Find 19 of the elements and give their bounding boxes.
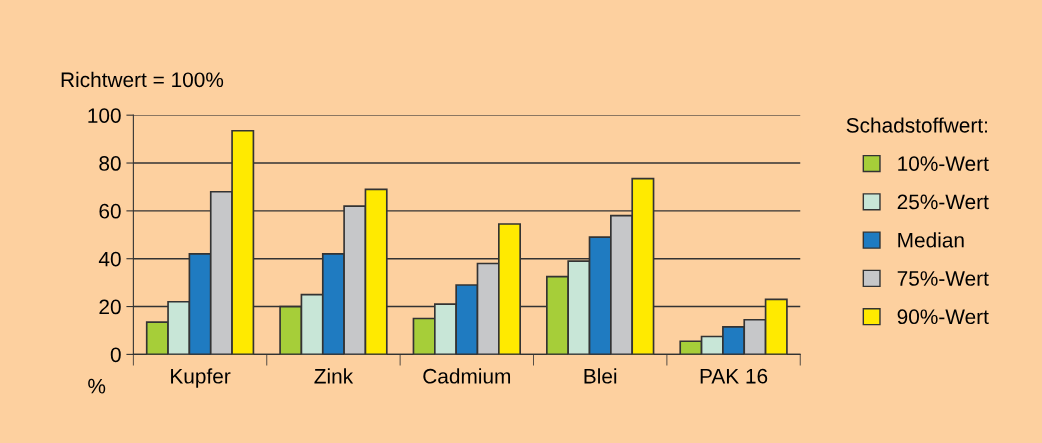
legend-label: Median (898, 232, 964, 248)
y-tick-label: 40 (98, 251, 121, 267)
legend-label: 75%-Wert (897, 271, 989, 286)
x-tick-label: Cadmium (423, 368, 511, 384)
x-tick-label: PAK 16 (700, 368, 768, 384)
legend-title: Schadstoffwert: (846, 117, 987, 133)
legend-label: 25%-Wert (897, 194, 989, 210)
x-tick-label: Kupfer (171, 368, 231, 388)
text: % (88, 378, 106, 394)
y-tick-label: 0 (110, 347, 121, 363)
y-tick-label: 20 (99, 299, 121, 315)
legend-label: 10%-Wert (898, 156, 989, 171)
y-axis-title: Richtwert = 100% (61, 71, 224, 88)
legend-label: 90%-Wert (897, 309, 989, 325)
y-tick-label: 80 (99, 156, 121, 171)
y-tick-label: 100 (88, 108, 121, 123)
y-tick-label: 60 (99, 203, 121, 219)
x-tick-label: Zink (314, 368, 354, 384)
x-tick-label: Blei (584, 368, 617, 384)
